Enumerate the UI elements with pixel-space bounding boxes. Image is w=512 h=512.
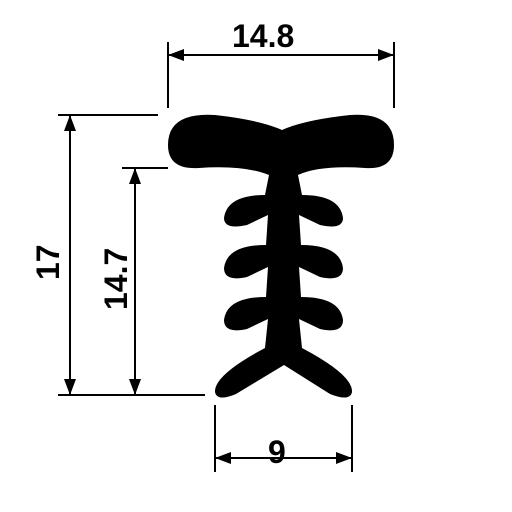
technical-drawing-svg	[0, 0, 512, 512]
bottom-width-label: 9	[268, 434, 286, 471]
diagram-container: 14.8 17 14.7 9	[0, 0, 512, 512]
stem-height-label: 14.7	[98, 248, 135, 310]
full-height-label: 17	[30, 244, 67, 280]
profile-shape	[168, 115, 394, 398]
top-width-label: 14.8	[232, 18, 294, 55]
